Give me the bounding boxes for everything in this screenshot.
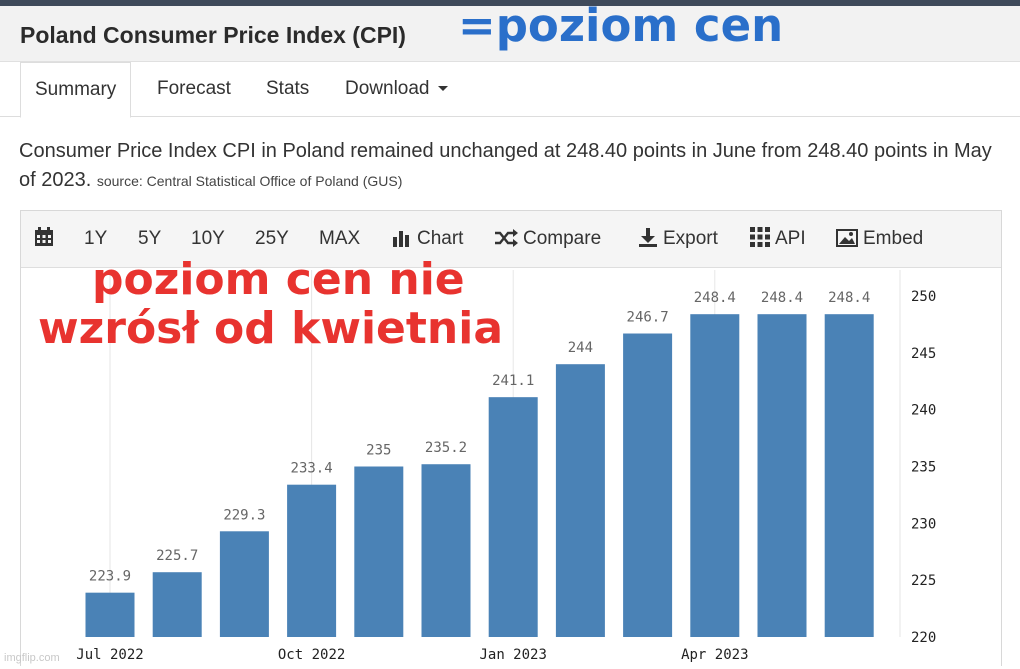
watermark: imgflip.com: [4, 652, 60, 664]
calendar-button[interactable]: [34, 211, 59, 267]
chart-bar: [623, 333, 673, 637]
source-link[interactable]: source: Central Statistical Office of Po…: [96, 173, 403, 189]
tab-forecast[interactable]: Forecast: [157, 62, 231, 116]
y-tick-label: 250: [911, 289, 936, 305]
tab-stats-label: Stats: [266, 78, 310, 99]
chart-bar: [824, 314, 874, 637]
title-bar: Poland Consumer Price Index (CPI): [0, 6, 1020, 62]
chart-type-button[interactable]: Chart: [392, 211, 463, 267]
bar-value-label: 246.7: [627, 310, 669, 326]
bar-value-label: 241.1: [492, 373, 534, 389]
y-tick-label: 240: [911, 403, 936, 419]
grid-icon: [750, 227, 770, 247]
api-label: API: [775, 228, 806, 249]
export-label: Export: [663, 228, 718, 249]
chart-bar: [690, 314, 740, 637]
image-icon: [836, 229, 858, 247]
x-tick-label: Jul 2022: [76, 647, 143, 663]
bar-chart-icon: [393, 231, 409, 247]
chart-bar: [85, 592, 135, 637]
bar-value-label: 235.2: [425, 440, 467, 456]
embed-button[interactable]: Embed: [836, 211, 923, 267]
download-icon: [639, 228, 657, 247]
tab-download-label: Download: [345, 78, 430, 99]
y-tick-label: 220: [911, 630, 936, 646]
chart-bar: [219, 531, 269, 637]
cpi-bar-chart: 223.9 225.7 229.3 233.4 235 235.2 241.1 244 246.…: [76, 270, 936, 663]
chart-bar: [287, 484, 337, 637]
bar-value-label: 225.7: [156, 548, 198, 564]
bar-value-label: 244: [568, 340, 593, 356]
chart-bar: [555, 364, 605, 637]
bar-value-label: 248.4: [828, 290, 870, 306]
y-tick-label: 225: [911, 573, 936, 589]
tab-summary-label: Summary: [35, 79, 117, 100]
tab-summary[interactable]: Summary: [20, 62, 132, 118]
range-max-button[interactable]: MAX: [319, 228, 361, 249]
chart-bar: [421, 464, 471, 637]
chart-bar: [757, 314, 807, 637]
overlay-caption-line2: wzrósł od kwietnia: [38, 303, 504, 354]
calendar-icon: [35, 227, 53, 246]
x-tick-label: Jan 2023: [479, 647, 546, 663]
overlay-caption-top: =poziom cen: [458, 0, 784, 52]
y-tick-label: 245: [911, 346, 936, 362]
shuffle-icon: [495, 229, 518, 247]
bar-value-label: 223.9: [89, 569, 131, 585]
compare-label: Compare: [523, 228, 602, 249]
tab-forecast-label: Forecast: [157, 78, 231, 99]
chart-toolbar: 1Y 5Y 10Y 25Y MAX Chart Compare Export: [21, 211, 1001, 268]
x-tick-label: Apr 2023: [681, 647, 748, 663]
range-10y-button[interactable]: 10Y: [191, 228, 225, 249]
overlay-caption-line1: poziom cen nie: [92, 254, 465, 305]
bar-value-label: 248.4: [694, 290, 736, 306]
compare-button[interactable]: Compare: [494, 211, 601, 267]
range-1y-button[interactable]: 1Y: [84, 228, 108, 249]
embed-label: Embed: [863, 228, 924, 249]
range-25y-button[interactable]: 25Y: [255, 228, 289, 249]
chart-bar: [152, 572, 202, 637]
bar-value-label: 235: [366, 443, 391, 459]
chart-panel: 1Y 5Y 10Y 25Y MAX Chart Compare Export: [20, 210, 1002, 666]
chart-type-label: Chart: [417, 228, 464, 249]
chart-bar: [354, 466, 404, 637]
chart-bar: [488, 397, 538, 637]
bar-value-label: 233.4: [291, 461, 333, 477]
tab-stats[interactable]: Stats: [266, 62, 309, 116]
bar-value-label: 229.3: [223, 507, 265, 523]
bar-value-label: 248.4: [761, 290, 803, 306]
y-tick-label: 230: [911, 516, 936, 532]
top-accent-bar: [0, 0, 1020, 6]
x-tick-label: Oct 2022: [278, 647, 345, 663]
tab-download[interactable]: Download: [345, 62, 448, 116]
page-title: Poland Consumer Price Index (CPI): [20, 22, 406, 48]
tab-bar: Summary Forecast Stats Download: [0, 62, 1020, 118]
range-5y-button[interactable]: 5Y: [138, 228, 162, 249]
export-button[interactable]: Export: [638, 211, 718, 267]
description-text: Consumer Price Index CPI in Poland remai…: [19, 140, 992, 191]
caret-down-icon: [437, 86, 448, 92]
y-tick-label: 235: [911, 460, 936, 476]
summary-text: Consumer Price Index CPI in Poland remai…: [19, 137, 1009, 196]
api-button[interactable]: API: [750, 211, 806, 267]
